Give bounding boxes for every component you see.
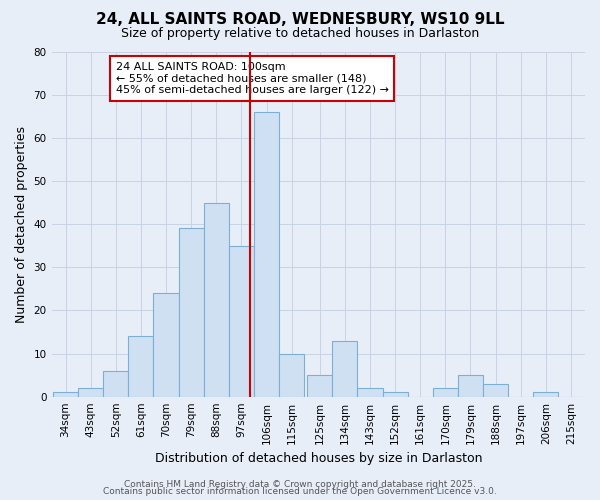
Bar — [383, 392, 407, 396]
Bar — [128, 336, 154, 396]
Text: Contains public sector information licensed under the Open Government Licence v3: Contains public sector information licen… — [103, 487, 497, 496]
Y-axis label: Number of detached properties: Number of detached properties — [15, 126, 28, 322]
Bar — [483, 384, 508, 396]
Text: 24 ALL SAINTS ROAD: 100sqm
← 55% of detached houses are smaller (148)
45% of sem: 24 ALL SAINTS ROAD: 100sqm ← 55% of deta… — [116, 62, 389, 95]
Bar — [458, 375, 483, 396]
X-axis label: Distribution of detached houses by size in Darlaston: Distribution of detached houses by size … — [155, 452, 482, 465]
Bar — [229, 246, 254, 396]
Bar — [179, 228, 204, 396]
Bar — [254, 112, 279, 397]
Bar — [279, 354, 304, 397]
Bar — [103, 371, 128, 396]
Bar — [78, 388, 103, 396]
Text: Size of property relative to detached houses in Darlaston: Size of property relative to detached ho… — [121, 28, 479, 40]
Bar — [154, 293, 179, 397]
Bar — [533, 392, 559, 396]
Bar — [307, 375, 332, 396]
Bar — [358, 388, 383, 396]
Text: Contains HM Land Registry data © Crown copyright and database right 2025.: Contains HM Land Registry data © Crown c… — [124, 480, 476, 489]
Bar — [53, 392, 78, 396]
Bar — [204, 202, 229, 396]
Bar — [332, 340, 358, 396]
Text: 24, ALL SAINTS ROAD, WEDNESBURY, WS10 9LL: 24, ALL SAINTS ROAD, WEDNESBURY, WS10 9L… — [96, 12, 504, 28]
Bar — [433, 388, 458, 396]
